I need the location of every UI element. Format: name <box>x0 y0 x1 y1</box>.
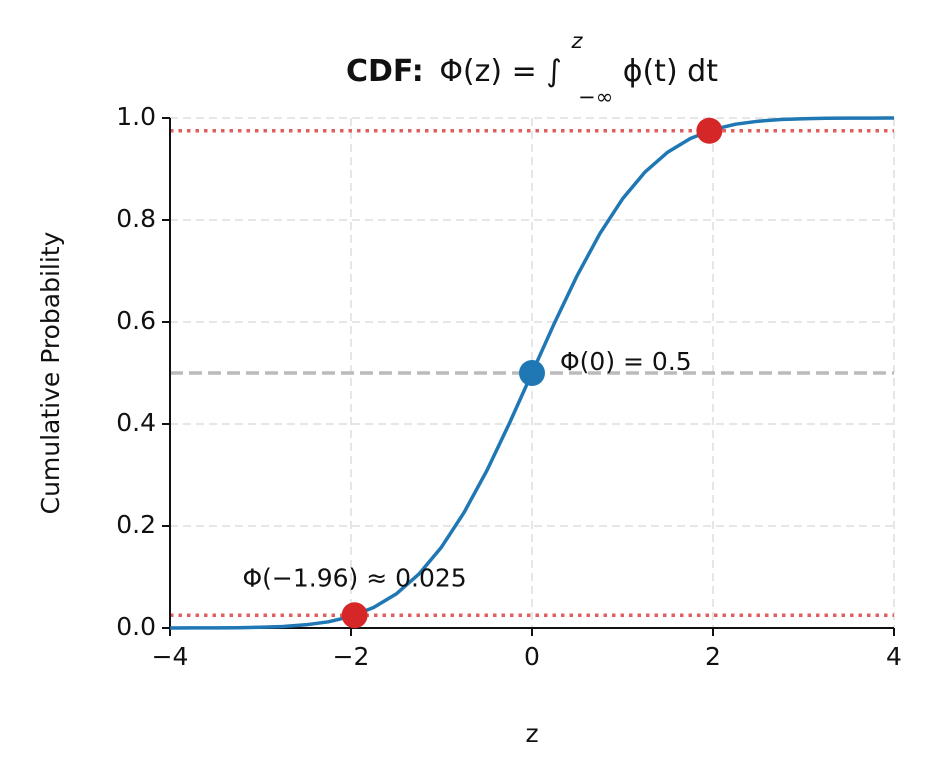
y-tick-label: 0.2 <box>116 510 156 539</box>
x-tick-label: 0 <box>524 642 540 671</box>
point <box>696 117 723 144</box>
y-tick-label: 0.0 <box>116 612 156 641</box>
title-part: CDF: <box>346 54 424 89</box>
y-axis-label: Cumulative Probability <box>36 231 65 514</box>
y-tick-label: 0.6 <box>116 306 156 335</box>
title-part: Φ(z) = ∫ <box>439 54 562 89</box>
title-part: z <box>570 29 583 53</box>
x-tick-label: −2 <box>333 642 370 671</box>
x-axis-label: z <box>525 719 538 748</box>
title-part: −∞ <box>578 85 613 109</box>
chart-title: CDF: Φ(z) = ∫ z −∞ ϕ(t) dt <box>346 24 718 115</box>
title-part: ϕ(t) dt <box>623 54 719 89</box>
point <box>519 360 545 386</box>
x-tick-label: 4 <box>886 642 902 671</box>
annotation: Φ(−1.96) ≈ 0.025 <box>243 563 467 592</box>
y-tick-label: 0.4 <box>116 408 156 437</box>
annotation: Φ(0) = 0.5 <box>560 347 692 376</box>
x-tick-label: 2 <box>705 642 721 671</box>
y-tick-label: 0.8 <box>116 204 156 233</box>
y-tick-label: 1.0 <box>116 102 156 131</box>
point <box>341 602 368 629</box>
x-tick-label: −4 <box>152 642 189 671</box>
